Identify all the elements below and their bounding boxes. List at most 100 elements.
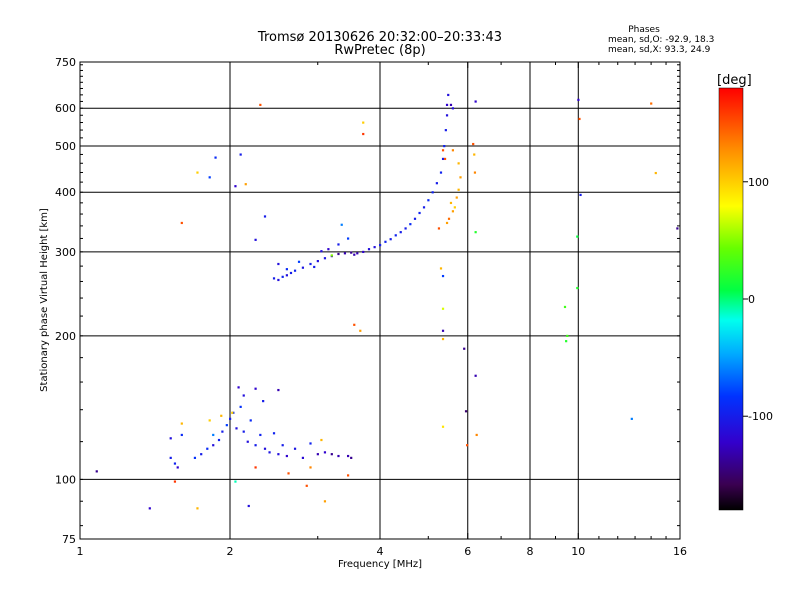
data-point [277,453,280,456]
data-point [309,262,312,266]
y-tick-label: 75 [62,533,76,546]
data-point [169,437,172,440]
data-point [148,507,151,510]
data-point [474,374,477,377]
colorbar-ticks: 100 0 -100 [743,176,773,423]
data-point [451,149,455,152]
data-point [301,266,305,269]
data-point [272,277,276,280]
data-point [323,451,327,454]
data-point [445,103,449,107]
data-point [323,257,327,260]
data-point [196,171,199,174]
data-point [327,248,330,251]
data-point [473,153,476,156]
data-point [422,206,426,209]
data-point [457,188,460,191]
data-point [463,347,466,350]
data-point [676,227,679,230]
data-point [180,422,183,425]
data-point [451,107,455,110]
data-point [346,474,350,477]
data-point [455,196,458,199]
data-point [563,305,567,309]
data-point [196,507,199,510]
data-point [654,171,657,175]
data-point [237,386,240,389]
data-point [242,430,245,433]
data-point [566,334,569,338]
data-point [443,144,446,148]
data-point [362,121,365,124]
data-point [437,227,441,230]
data-point [337,243,340,246]
data-point [451,210,455,213]
data-point [444,129,447,132]
data-point [337,252,340,256]
data-point [320,250,323,253]
data-point [650,102,653,105]
data-point [441,149,445,152]
grid [80,62,680,539]
data-point [404,227,407,230]
axis-ticks [79,62,681,539]
data-point [439,267,443,270]
data-point [313,265,316,269]
data-point [281,444,284,447]
data-point [449,103,453,107]
data-point [350,456,353,459]
data-point [399,231,402,234]
data-point [359,329,362,332]
legend: Phases mean, sd,O: -92.9, 18.3 mean, sd,… [608,25,714,55]
data-point [320,438,323,442]
y-tick-label: 750 [55,56,76,69]
data-point [343,252,347,255]
data-point [453,206,456,209]
data-point [277,388,280,392]
data-point [330,453,333,456]
chart-subtitle: RwPretec (8p) [334,43,425,58]
colorbar-tick-label: 100 [748,176,769,189]
y-axis-label: Stationary phase Virtual Height [km] [39,208,50,392]
data-point [285,274,288,277]
data-point [441,329,445,332]
data-point [242,394,245,397]
data-point [285,268,288,271]
data-point [472,142,475,146]
data-point [316,453,319,456]
data-point [367,248,371,251]
colorbar-tick-label: 0 [748,293,755,306]
y-tick-label: 600 [55,102,76,115]
data-point [217,438,221,442]
data-point [577,98,580,101]
data-point [384,240,387,243]
data-point [441,425,445,428]
data-point [180,221,183,225]
legend-title: Phases [628,25,660,35]
data-points [95,93,679,510]
x-tick-label: 8 [527,545,534,558]
chart-title: Tromsø 20130626 20:32:00–20:33:43 [257,30,502,45]
data-point [409,223,412,226]
data-point [413,217,417,220]
data-point [353,253,356,256]
data-point [200,453,203,456]
data-point [95,470,98,473]
data-point [457,162,460,165]
data-point [208,419,211,422]
data-point [293,447,297,450]
data-point [362,132,365,136]
x-tick-label: 2 [227,545,234,558]
data-point [234,480,237,483]
data-point [180,433,183,437]
data-point [263,447,267,450]
data-point [309,466,312,469]
data-point [473,171,477,174]
data-point [229,417,232,420]
data-point [443,157,447,161]
y-tick-label: 300 [55,246,76,259]
data-point [431,191,434,194]
data-point [305,484,308,487]
data-point [254,444,257,447]
x-tick-label: 6 [464,545,471,558]
